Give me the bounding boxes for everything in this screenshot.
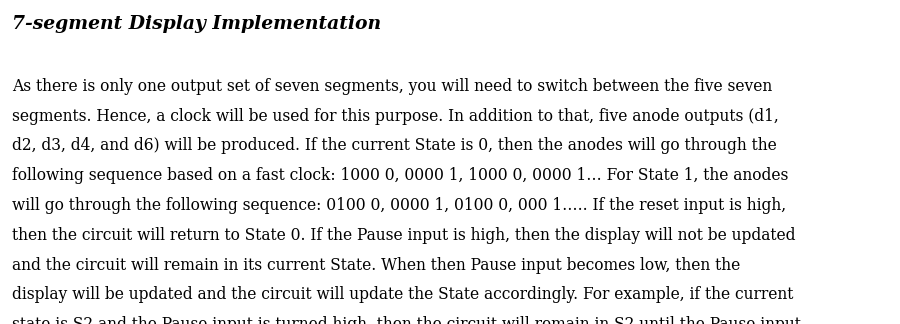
Text: As there is only one output set of seven segments, you will need to switch betwe: As there is only one output set of seven… (12, 78, 772, 95)
Text: display will be updated and the circuit will update the State accordingly. For e: display will be updated and the circuit … (12, 286, 793, 303)
Text: state is S2 and the Pause input is turned high, then the circuit will remain in : state is S2 and the Pause input is turne… (12, 316, 801, 324)
Text: following sequence based on a fast clock: 1000 0, 0000 1, 1000 0, 0000 1… For St: following sequence based on a fast clock… (12, 167, 788, 184)
Text: 7-segment Display Implementation: 7-segment Display Implementation (12, 15, 381, 33)
Text: segments. Hence, a clock will be used for this purpose. In addition to that, fiv: segments. Hence, a clock will be used fo… (12, 108, 778, 124)
Text: will go through the following sequence: 0100 0, 0000 1, 0100 0, 000 1….. If the : will go through the following sequence: … (12, 197, 786, 214)
Text: then the circuit will return to State 0. If the Pause input is high, then the di: then the circuit will return to State 0.… (12, 227, 796, 244)
Text: d2, d3, d4, and d6) will be produced. If the current State is 0, then the anodes: d2, d3, d4, and d6) will be produced. If… (12, 137, 777, 154)
Text: and the circuit will remain in its current State. When then Pause input becomes : and the circuit will remain in its curre… (12, 257, 740, 273)
